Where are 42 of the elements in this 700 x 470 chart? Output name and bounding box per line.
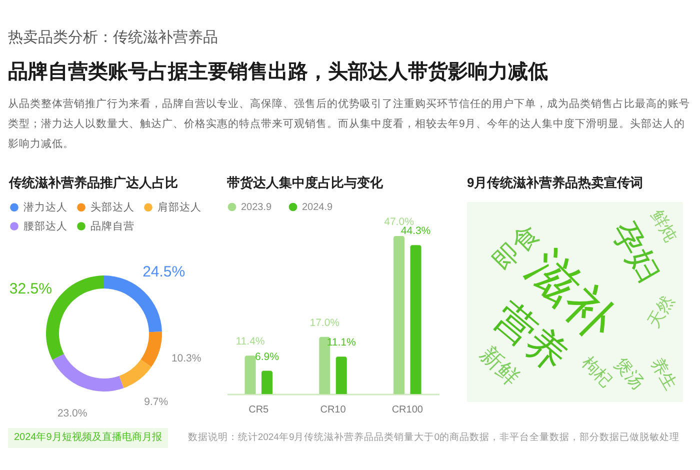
text: 鲜炖 xyxy=(647,206,681,246)
donut-slice xyxy=(104,276,162,332)
legend-label: 2024.9 xyxy=(302,202,334,213)
data-label: 23.0% xyxy=(57,407,88,420)
data-label: 11.4% xyxy=(236,336,265,348)
bar xyxy=(336,356,347,394)
text: 品牌自营类账号占据主要销售出路，头部达人带货影响力减低 xyxy=(8,60,549,85)
chart-title: 带货达人集中度占比与变化 xyxy=(227,175,384,190)
x-tick-label: CR100 xyxy=(392,404,424,416)
x-tick-label: CR5 xyxy=(248,404,270,416)
text: 热卖品类分析：传统滋补营养品 xyxy=(8,28,219,48)
data-label: 6.9% xyxy=(255,350,279,363)
donut-slice xyxy=(140,332,162,367)
data-label: 44.3% xyxy=(400,225,431,238)
bar xyxy=(410,245,422,394)
data-label: 32.5% xyxy=(9,280,52,298)
text: 天然 xyxy=(644,292,678,332)
legend-label: 腰部达人 xyxy=(24,219,68,232)
bar xyxy=(244,356,256,394)
data-label: 47.0% xyxy=(384,216,414,228)
data-label: 11.1% xyxy=(326,336,356,349)
bar xyxy=(394,236,405,394)
chart-title: 传统滋补营养品推广达人占比 xyxy=(8,175,178,190)
text: 煲汤 xyxy=(611,354,648,393)
text: 养生 xyxy=(647,354,681,394)
text: 2024年9月短视频及直播电商月报 xyxy=(8,428,168,448)
legend-label: 肩部达人 xyxy=(158,200,202,214)
data-label: 17.0% xyxy=(310,316,340,329)
text: 9月传统滋补营养品热卖宣传词 xyxy=(467,175,644,190)
legend-label: 2023.9 xyxy=(241,202,272,213)
legend-label: 头部达人 xyxy=(90,200,134,214)
bar xyxy=(261,370,272,394)
legend-label: 品牌自营 xyxy=(90,219,134,232)
data-label: 10.3% xyxy=(171,352,202,364)
donut-slice xyxy=(52,354,124,392)
legend-label: 潜力达人 xyxy=(24,200,68,214)
data-label: 24.5% xyxy=(142,264,186,281)
x-tick-label: CR10 xyxy=(320,404,346,416)
text: 数据说明：统计2024年9月传统滋补营养品品类销量大于0的商品数据，非平台全量数据，部分数据已做脱敏处理 xyxy=(188,431,680,445)
donut-slice xyxy=(119,359,152,388)
data-label: 9.7% xyxy=(144,396,168,408)
text: 从品类整体营销推广行为来看，品牌自营以专业、高保障、强售后的优势吸引了注重购买环节信任的用户下单，成为品类销售占比最高的账号类型；潜力达人以数量大、触达广、价格实惠的特点带来可观销售。而从集中度看，相较去年9月、今年的达人集中度下滑明显。头部达人的影响力减低。 xyxy=(8,97,691,152)
